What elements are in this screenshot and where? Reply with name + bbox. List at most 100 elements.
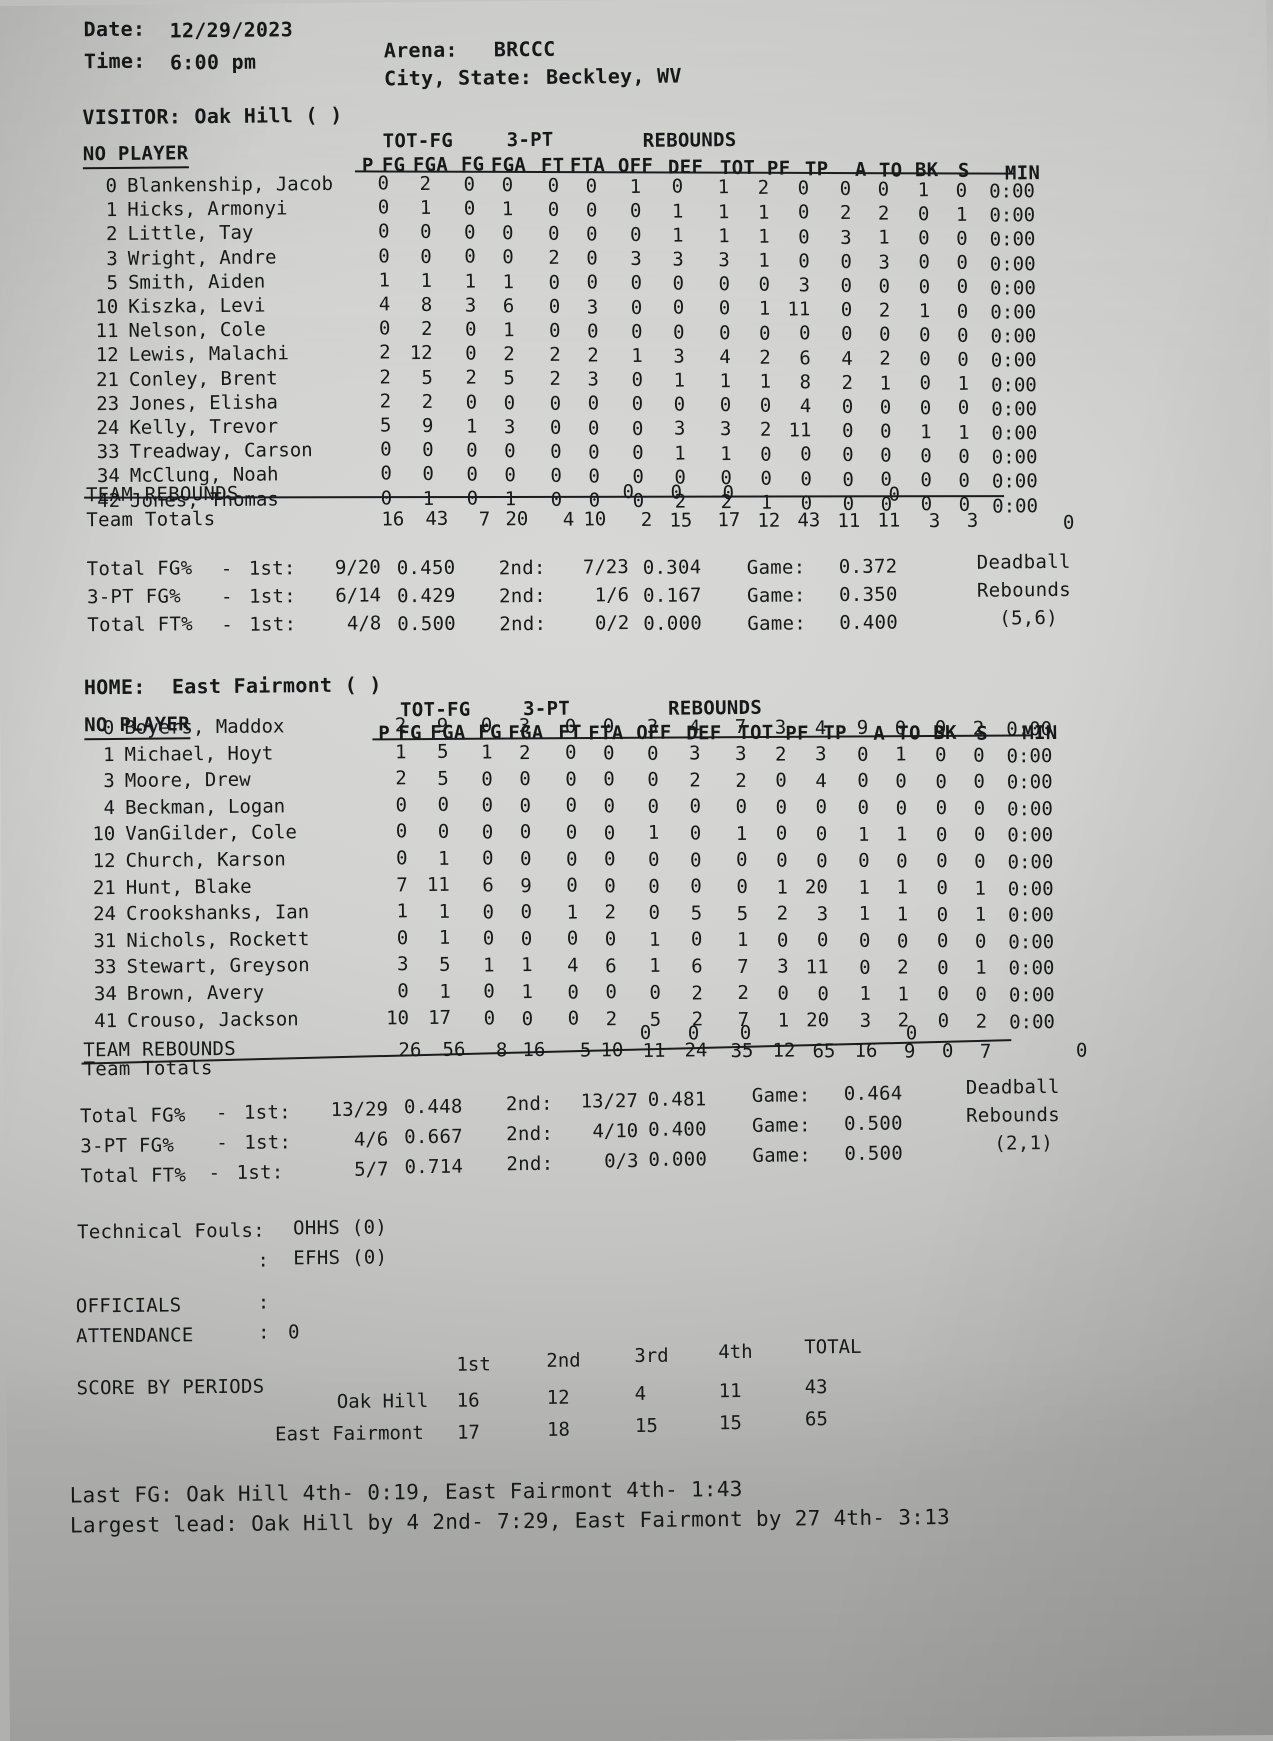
stat-fg: 0	[395, 847, 408, 870]
stat-fga: 9	[436, 714, 449, 737]
stat-ft: 0	[548, 271, 561, 294]
visitor-col-off: OFF	[617, 154, 654, 178]
stat-fg: 4	[378, 293, 391, 316]
stat-fg3: 0	[466, 439, 478, 462]
stat-fta: 0	[604, 848, 616, 871]
stat-pf: 1	[758, 249, 770, 272]
stat-fta: 0	[603, 768, 615, 791]
visitor-pct-ft-game-label: Game:	[747, 612, 807, 635]
stat-off: 3	[646, 715, 659, 738]
stat-bk: 0	[919, 372, 932, 395]
stat-tot: 1	[735, 822, 748, 845]
visitor-pct-ft-2nd-label: 2nd:	[499, 612, 547, 636]
stat-s: 1	[955, 203, 968, 226]
jersey-number: 4	[103, 796, 116, 819]
stat-def: 0	[671, 175, 684, 199]
stat-pf: 0	[758, 273, 771, 296]
stat-fta: 0	[586, 271, 599, 294]
home-pct-fg-1st: 13/29	[330, 1098, 389, 1121]
home-pct-ft-game: 0.500	[844, 1142, 904, 1166]
stat-tot: 1	[736, 929, 749, 952]
player-name: Little, Tay	[127, 222, 254, 246]
stat-to: 0	[896, 930, 909, 953]
home-pct-ft-label: Total FT%	[80, 1164, 187, 1188]
stat-ft: 0	[547, 222, 560, 245]
stat-tp: 20	[804, 876, 828, 899]
jersey-number: 41	[94, 1009, 118, 1032]
stat-fga: 0	[420, 245, 432, 268]
stat-fg3: 0	[482, 927, 495, 950]
visitor-totals-min: 0	[1062, 511, 1075, 534]
stat-tp: 4	[815, 769, 827, 793]
home-pct-ft-1st-label: 1st:	[236, 1161, 284, 1184]
stat-off: 1	[629, 175, 642, 198]
visitor-totals-fga: 43	[425, 507, 449, 531]
stat-pf: 0	[776, 929, 789, 952]
stat-a: 0	[857, 743, 869, 766]
player-name: Kiszka, Levi	[128, 294, 266, 318]
stat-fg: 1	[378, 269, 391, 292]
visitor-pct-fg-1st-pct: 0.450	[396, 556, 456, 580]
visitor-deadball-value: (5,6)	[999, 606, 1059, 630]
stat-fg3: 3	[464, 294, 477, 317]
stat-ft: 0	[549, 392, 562, 415]
stat-fg: 0	[377, 172, 390, 195]
stat-fta: 0	[586, 247, 598, 270]
stat-s: 0	[956, 300, 969, 323]
stat-fga3: 0	[501, 173, 514, 196]
player-name: Beckman, Logan	[124, 795, 286, 819]
stat-a: 0	[857, 770, 869, 793]
stat-to: 1	[879, 372, 892, 395]
period-score-q2: 18	[546, 1418, 571, 1441]
visitor-pct-ft-game: 0.400	[839, 611, 899, 635]
stat-pf: 2	[759, 346, 771, 369]
jersey-number: 24	[96, 416, 120, 440]
visitor-pct-3pt-label: 3-PT FG%	[86, 585, 182, 609]
stat-to: 2	[879, 347, 891, 370]
stat-ft: 0	[565, 795, 578, 818]
stat-tp: 11	[788, 419, 812, 442]
stat-tp: 8	[799, 371, 812, 394]
stat-fga: 1	[420, 269, 433, 292]
stat-to: 3	[878, 251, 890, 274]
stat-bk: 0	[935, 770, 947, 793]
home-pct-fg-1st-label: 1st:	[243, 1101, 292, 1124]
stat-fg3: 0	[464, 318, 477, 341]
visitor-pct-fg-1st: 9/20	[334, 556, 381, 579]
home-totals-s: 7	[979, 1040, 992, 1063]
visitor-totals-fta: 10	[583, 508, 607, 531]
stat-to: 0	[879, 420, 892, 443]
visitor-col-pf: PF	[766, 157, 791, 180]
stat-pf: 2	[759, 419, 772, 442]
home-pct-ft-2nd: 0/3	[604, 1150, 639, 1173]
stat-ft: 0	[548, 295, 561, 318]
stat-to: 1	[895, 823, 908, 846]
stat-def: 0	[690, 875, 702, 898]
stat-to: 0	[879, 396, 892, 419]
stat-s: 0	[973, 824, 986, 847]
home-pct-fg-2nd: 13/27	[580, 1090, 638, 1113]
stat-fg3: 0	[483, 1007, 496, 1030]
stat-off: 0	[631, 393, 644, 416]
stat-tp: 0	[797, 201, 810, 224]
period-score-q2: 12	[546, 1386, 570, 1409]
stat-s: 0	[974, 850, 986, 873]
stat-to: 0	[896, 850, 908, 873]
jersey-number: 24	[93, 903, 117, 926]
period-team-name: East Fairmont	[274, 1422, 424, 1446]
stat-fg3: 1	[464, 270, 477, 293]
stat-a: 0	[859, 956, 871, 979]
home-totals-ft: 5	[579, 1039, 592, 1062]
visitor-pct-3pt-1st: 6/14	[335, 584, 382, 607]
visitor-totals-a: 11	[837, 509, 861, 533]
stat-def: 0	[690, 928, 703, 951]
stat-tp: 0	[817, 982, 829, 1005]
stat-def: 1	[672, 224, 684, 247]
stat-pf: 0	[760, 443, 772, 466]
jersey-number: 12	[92, 850, 116, 873]
stat-off: 0	[647, 795, 660, 818]
player-name: Treadway, Carson	[129, 439, 313, 464]
stat-to: 1	[896, 876, 908, 899]
visitor-team-rebounds-off: 0	[622, 481, 635, 504]
